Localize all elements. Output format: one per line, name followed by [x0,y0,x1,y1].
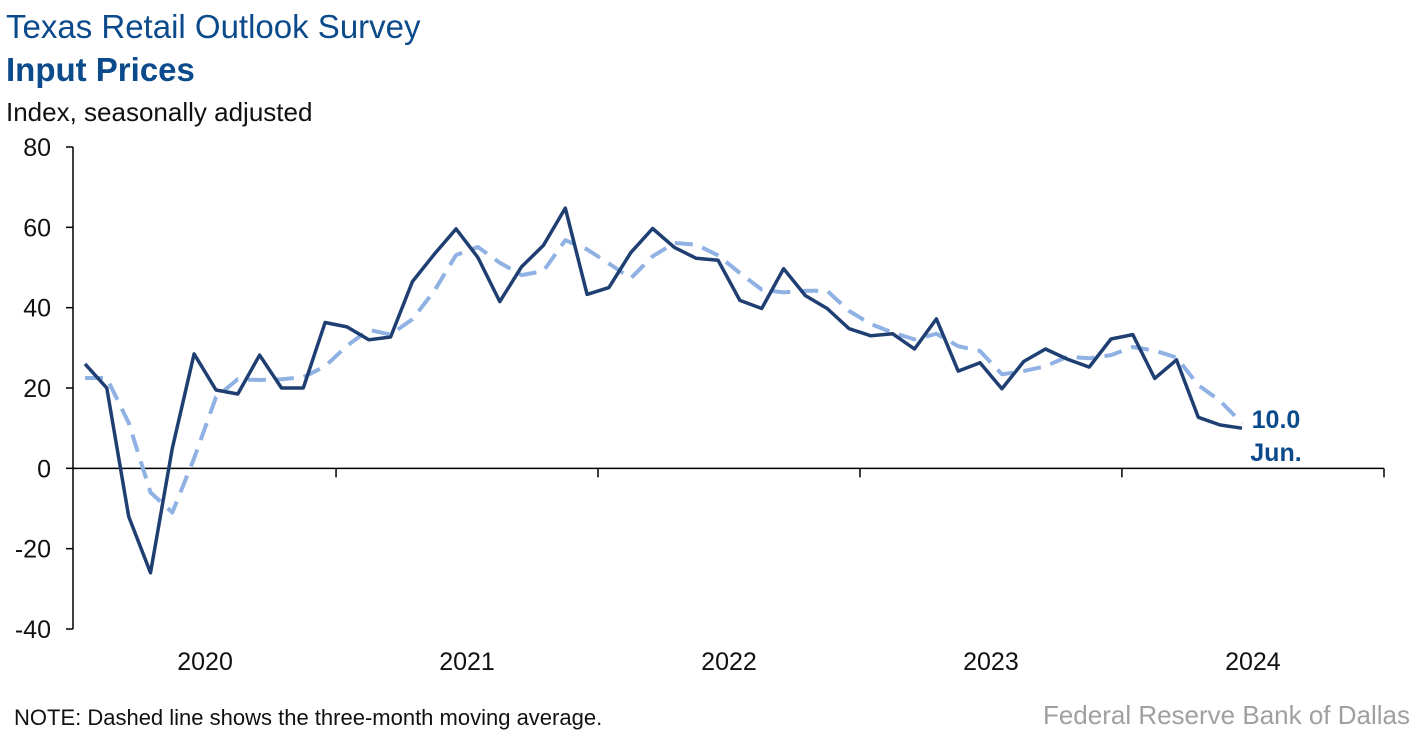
input-prices-line [83,206,1243,575]
y-tick-label: 80 [23,134,51,162]
y-tick-label: 0 [37,455,51,483]
last-value-label: 10.0 [1252,406,1301,434]
y-tick-label: -40 [15,616,51,644]
series-input-prices [83,206,1243,575]
y-tick-label: -20 [15,536,51,564]
x-tick-label: 2022 [701,648,757,676]
series-moving-average [85,238,1244,515]
y-tick-label: 40 [23,295,51,323]
x-tick-label: 2021 [439,648,495,676]
last-value-annotation: 10.0 Jun. [1250,406,1301,467]
x-tick-label: 2020 [177,648,233,676]
chart-title: Texas Retail Outlook Survey [6,8,421,45]
x-tick-label: 2023 [963,648,1019,676]
moving-average-line [85,238,1244,515]
unit-label: Index, seasonally adjusted [6,97,313,127]
axes: 80 60 40 20 0 -20 -40 2020 2021 2022 2023 2024 [15,134,1385,676]
footnote: NOTE: Dashed line shows the three-month … [14,705,603,730]
y-tick-label: 60 [23,214,51,242]
x-tick-label: 2024 [1225,648,1281,676]
y-tick-label: 20 [23,375,51,403]
chart-subtitle: Input Prices [6,51,195,88]
last-value-month: Jun. [1250,439,1301,467]
source-credit: Federal Reserve Bank of Dallas [1042,700,1410,730]
